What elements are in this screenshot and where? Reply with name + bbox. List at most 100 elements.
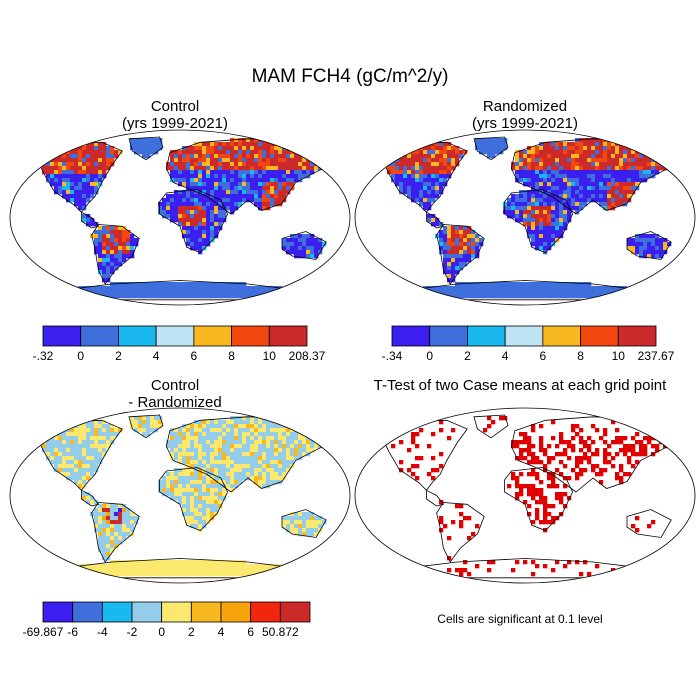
map-cell [523,456,528,461]
map-cell [78,568,83,573]
map-cell [206,516,211,521]
map-cell [90,174,95,179]
map-cell [194,146,199,151]
map-cell [567,290,572,295]
coastline-central-america [81,211,100,229]
map-cell [451,234,456,239]
map-cell [543,222,548,227]
map-cell [78,158,83,163]
map-cell [555,444,560,449]
map-cell [46,448,51,453]
map-cell [551,214,556,219]
map-cell [186,230,191,235]
map-cell [130,560,135,565]
map-cell [294,424,299,429]
map-cell [415,464,420,469]
map-cell [210,150,215,155]
map-cell [415,190,420,195]
map-cell [603,178,608,183]
map-cell [515,198,520,203]
map-cell [647,142,652,147]
map-cell [547,242,552,247]
map-cell [230,182,235,187]
map-cell [575,560,580,565]
map-cell [663,158,668,163]
map-cell [659,242,664,247]
map-cell [611,294,616,299]
map-cell [391,166,396,171]
map-cell [266,178,271,183]
map-cell [571,166,576,171]
map-cell [126,242,131,247]
map-cell [82,496,87,501]
map-cell [535,198,540,203]
map-cell [258,480,263,485]
map-cell [90,444,95,449]
map-cell [647,162,652,167]
map-cell [102,254,107,259]
map-cell [643,150,648,155]
map-cell [294,174,299,179]
map-cell [611,456,616,461]
map-cell [523,158,528,163]
map-cell [294,524,299,529]
map-cell [535,206,540,211]
map-cell [114,246,119,251]
map-cell [631,150,636,155]
map-cell [435,146,440,151]
map-cell [194,432,199,437]
map-cell [595,294,600,299]
colorbar-tick-label: 50.872 [262,625,299,639]
map-cell [246,444,251,449]
map-cell [583,444,588,449]
map-cell [218,190,223,195]
map-cell [102,544,107,549]
map-cell [234,572,239,577]
map-cell [66,432,71,437]
map-cell [194,286,199,291]
map-cell [210,492,215,497]
map-cell [210,282,215,287]
map-cell [70,460,75,465]
map-cell [298,250,303,255]
map-cell [483,282,488,287]
map-cell [110,504,115,509]
map-cell [198,480,203,485]
map-cell [238,564,243,569]
map-cell [110,154,115,159]
map-cell [419,182,424,187]
map-cell [599,194,604,199]
colorbar-swatch [250,601,281,623]
map-cell [302,166,307,171]
map-cell [262,472,267,477]
map-cell [62,190,67,195]
map-cell [54,146,59,151]
map-cell [643,436,648,441]
map-cell [326,154,331,159]
map-cell [82,468,87,473]
map-cell [659,146,664,151]
map-cell [174,290,179,295]
map-cell [74,198,79,203]
map-cell [411,154,416,159]
map-cell [54,428,59,433]
map-cell [234,142,239,147]
map-cell [142,286,147,291]
map-cell [130,234,135,239]
map-cell [543,512,548,517]
map-cell [102,432,107,437]
map-cell [519,210,524,215]
map-cell [250,186,255,191]
map-cell [266,424,271,429]
map-cell [194,206,199,211]
map-cell [78,424,83,429]
map-cell [298,440,303,445]
map-cell [302,246,307,251]
map-cell [543,238,548,243]
map-cell [78,194,83,199]
map-cell [258,178,263,183]
map-cell [170,294,175,299]
map-cell [122,524,127,529]
map-cell [178,202,183,207]
map-cell [254,178,259,183]
